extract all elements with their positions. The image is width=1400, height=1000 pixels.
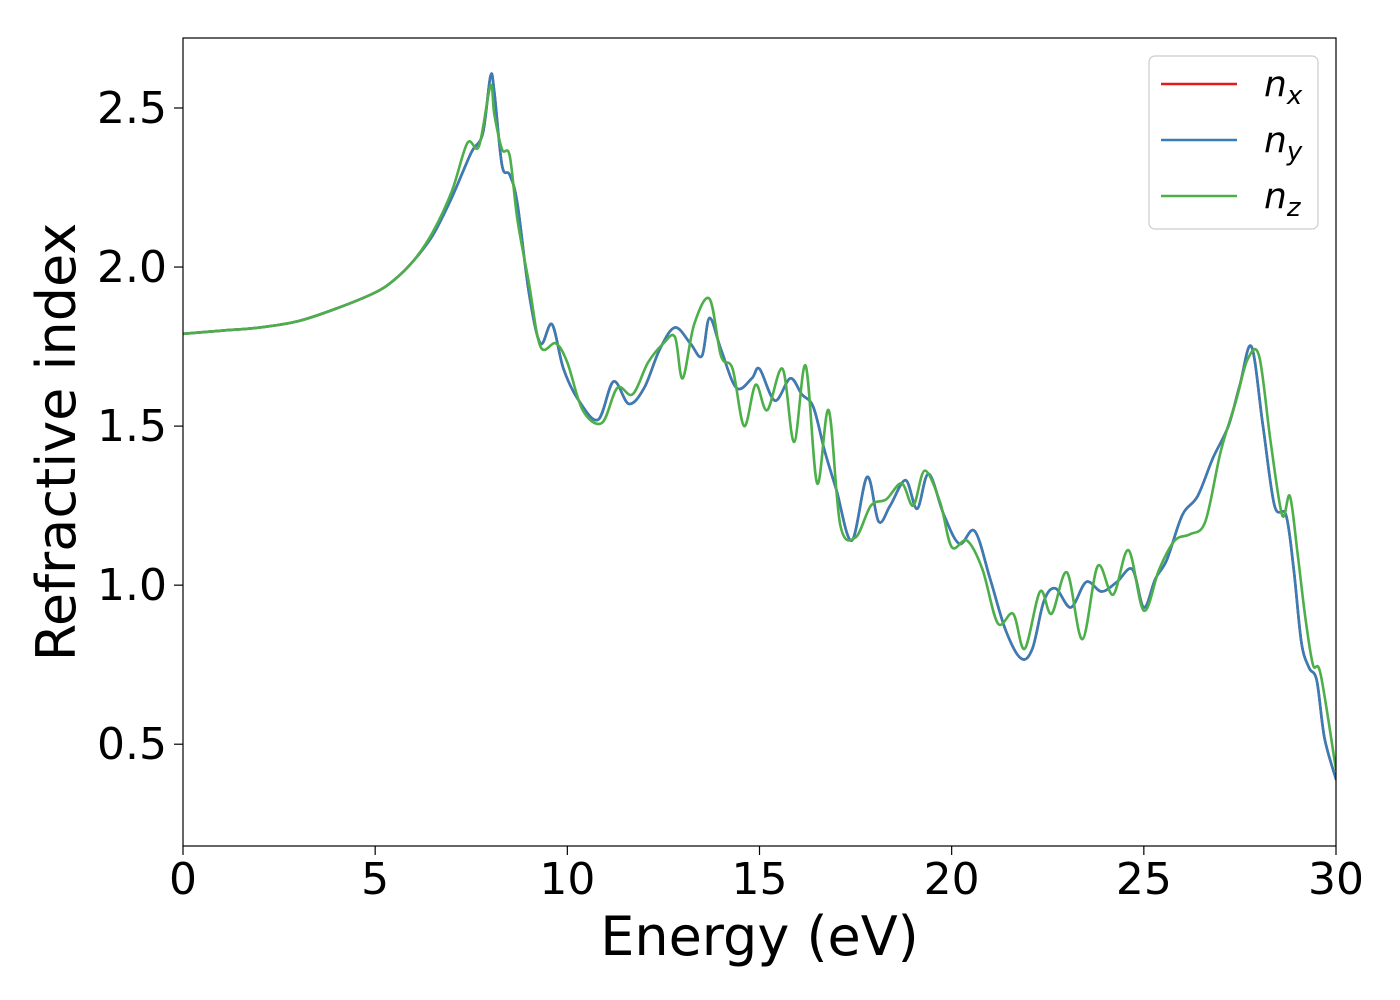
legend-label-subscript: y — [1286, 137, 1303, 167]
x-tick-label: 20 — [924, 854, 980, 905]
series-line-z — [183, 83, 1336, 771]
y-axis-title: Refractive index — [25, 223, 88, 662]
legend-label-base: n — [1264, 176, 1287, 217]
legend-label-y: ny — [1264, 120, 1303, 167]
y-tick-label: 1.0 — [97, 560, 167, 611]
x-tick-label: 25 — [1116, 854, 1172, 905]
x-tick-label: 15 — [732, 854, 788, 905]
x-axis: 0 5 10 15 20 25 30 — [169, 846, 1364, 905]
series-line-y — [183, 72, 1336, 781]
legend-label-base: n — [1264, 64, 1287, 105]
legend-box — [1148, 55, 1319, 230]
y-axis: 0.5 1.0 1.5 2.0 2.5 — [97, 83, 183, 770]
x-tick-label: 30 — [1308, 854, 1364, 905]
x-tick-label: 10 — [539, 854, 595, 905]
legend-label-x: nx — [1264, 64, 1303, 111]
x-tick-label: 5 — [361, 854, 389, 905]
series-layer — [183, 72, 1336, 781]
y-tick-label: 1.5 — [97, 401, 167, 452]
legend-label-z: nz — [1264, 176, 1302, 223]
legend-label-subscript: x — [1286, 81, 1303, 111]
x-tick-label: 0 — [169, 854, 197, 905]
y-tick-label: 2.5 — [97, 83, 167, 134]
y-tick-label: 0.5 — [97, 719, 167, 770]
x-axis-title: Energy (eV) — [600, 905, 919, 968]
legend-label-base: n — [1264, 120, 1287, 161]
y-tick-label: 2.0 — [97, 242, 167, 293]
legend-label-subscript: z — [1286, 193, 1302, 223]
